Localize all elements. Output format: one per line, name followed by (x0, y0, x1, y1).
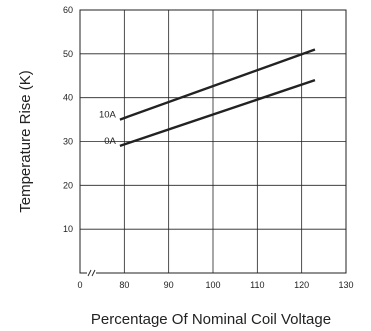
axis-break-mask (87, 269, 96, 277)
y-tick-label: 40 (63, 93, 73, 103)
series-group: 10A 0A (99, 48, 316, 148)
axis-break-stroke (91, 269, 96, 277)
y-axis-label: Temperature Rise (K) (17, 70, 34, 213)
x-tick-label: 130 (338, 280, 353, 290)
y-tick-label: 10 (63, 224, 73, 234)
y-tick-label: 60 (63, 5, 73, 15)
grid (80, 10, 346, 273)
x-axis-label: Percentage Of Nominal Coil Voltage (91, 311, 331, 328)
x-tick-label: 80 (119, 280, 129, 290)
y-axis-ticks: 10 20 30 40 50 60 (63, 5, 73, 234)
axis-break-icon (87, 269, 96, 277)
plot-border (79, 9, 347, 274)
axis-break-stroke (87, 269, 92, 277)
y-tick-label: 50 (63, 49, 73, 59)
x-tick-label: 100 (205, 280, 220, 290)
x-tick-label: 110 (250, 280, 264, 290)
x-tick-label: 90 (164, 280, 174, 290)
x-axis-ticks: 0 80 90 100 110 120 130 (77, 280, 353, 290)
plot-frame (79, 9, 347, 274)
y-tick-label: 30 (63, 137, 73, 147)
series-label: 10A (99, 110, 117, 121)
series-label: 0A (104, 136, 116, 147)
x-tick-label: 0 (77, 280, 82, 290)
x-tick-label: 120 (294, 280, 309, 290)
series-line (119, 78, 316, 148)
y-tick-label: 20 (63, 180, 73, 190)
series-line (119, 48, 316, 121)
